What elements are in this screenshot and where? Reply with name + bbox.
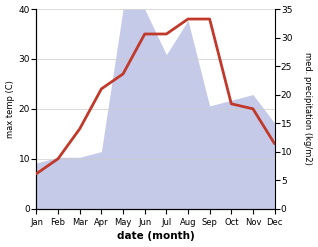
Y-axis label: max temp (C): max temp (C) (5, 80, 15, 138)
Y-axis label: med. precipitation (kg/m2): med. precipitation (kg/m2) (303, 52, 313, 165)
X-axis label: date (month): date (month) (117, 231, 194, 242)
